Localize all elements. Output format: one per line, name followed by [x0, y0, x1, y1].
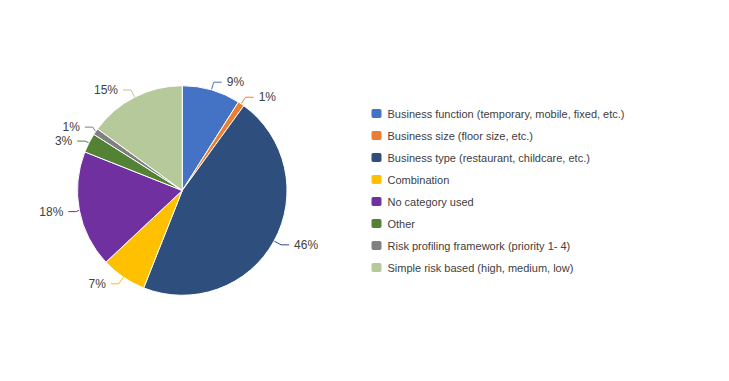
svg-text:3%: 3% [55, 134, 73, 148]
svg-text:Business size (floor size, etc: Business size (floor size, etc.) [388, 130, 534, 142]
svg-text:46%: 46% [294, 238, 318, 252]
svg-text:1%: 1% [62, 120, 80, 134]
svg-text:Business function (temporary,: Business function (temporary, mobile, fi… [388, 108, 625, 120]
svg-text:Combination: Combination [388, 174, 450, 186]
svg-text:15%: 15% [94, 83, 118, 97]
svg-text:7%: 7% [89, 277, 107, 291]
svg-text:Business type (restaurant, chi: Business type (restaurant, childcare, et… [388, 152, 590, 164]
svg-text:9%: 9% [227, 75, 245, 89]
svg-text:No category used: No category used [388, 196, 474, 208]
svg-text:18%: 18% [39, 205, 63, 219]
svg-text:1%: 1% [259, 90, 277, 104]
svg-text:Simple risk based (high, mediu: Simple risk based (high, medium, low) [388, 262, 574, 274]
svg-text:Risk profiling framework (prio: Risk profiling framework (priority 1- 4) [388, 240, 571, 252]
svg-text:Other: Other [388, 218, 416, 230]
